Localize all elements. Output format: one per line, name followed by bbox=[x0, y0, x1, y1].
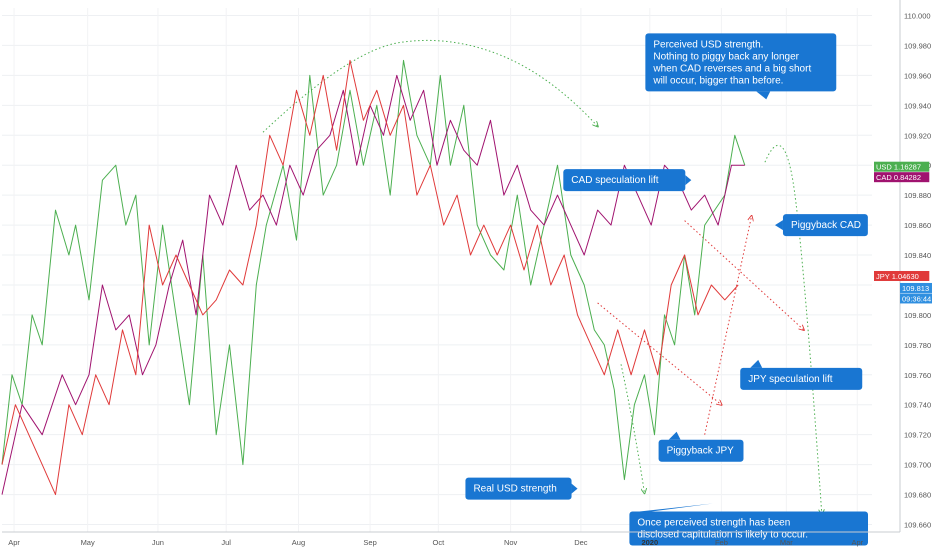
price-tag-box bbox=[874, 172, 930, 183]
trend-guide-2 bbox=[684, 220, 804, 330]
callout-pointer bbox=[756, 91, 771, 100]
callout-4: Piggyback JPY bbox=[658, 431, 744, 462]
y-tick-label: 109.800 bbox=[904, 311, 931, 320]
x-tick-label: Dec bbox=[574, 538, 588, 547]
y-tick-label: 109.860 bbox=[904, 221, 931, 230]
price-tag-3: 109.813 bbox=[900, 282, 932, 293]
callout-text: disclosed capitulation is likely to occu… bbox=[637, 530, 808, 541]
x-tick-label: May bbox=[81, 538, 95, 547]
trend-guide-1 bbox=[597, 302, 722, 405]
x-tick-label: Oct bbox=[433, 538, 446, 547]
trend-guides bbox=[262, 39, 822, 514]
callout-text: CAD speculation lift bbox=[571, 175, 658, 186]
x-tick-label: Jul bbox=[221, 538, 231, 547]
callout-pointer bbox=[774, 220, 783, 231]
x-tick-label: Nov bbox=[504, 538, 518, 547]
series-line-jpy bbox=[1, 59, 739, 496]
callout-1: CAD speculation lift bbox=[563, 169, 692, 192]
x-tick-label: Aug bbox=[292, 538, 305, 547]
y-tick-label: 109.840 bbox=[904, 251, 931, 260]
y-tick-label: 109.980 bbox=[904, 41, 931, 50]
series-lines bbox=[1, 59, 746, 496]
y-tick-label: 109.660 bbox=[904, 521, 931, 530]
callout-box bbox=[782, 214, 868, 237]
price-tag-box bbox=[874, 270, 930, 281]
callout-box bbox=[645, 33, 837, 92]
series-line-usd bbox=[1, 59, 746, 481]
price-tag-1: CAD 0.84282 bbox=[874, 172, 930, 183]
price-tag-text: USD 1.16287 bbox=[876, 163, 921, 172]
price-tag-text: 109.813 bbox=[902, 284, 929, 293]
price-tag-4: 09:36:44 bbox=[900, 293, 932, 304]
callout-text: Piggyback CAD bbox=[791, 220, 861, 231]
price-tag-text: JPY 1.04630 bbox=[876, 272, 919, 281]
callout-6: Once perceived strength has beendisclose… bbox=[629, 503, 868, 546]
callout-3: JPY speculation lift bbox=[740, 359, 863, 390]
callout-5: Real USD strength bbox=[465, 477, 578, 500]
trend-guide-3 bbox=[704, 216, 752, 435]
callout-text: Piggyback JPY bbox=[667, 446, 735, 457]
y-tick-label: 109.700 bbox=[904, 461, 931, 470]
y-tick-label: 109.960 bbox=[904, 71, 931, 80]
x-tick-label: Mar bbox=[780, 538, 793, 547]
price-tag-box bbox=[874, 161, 930, 172]
callout-text: will occur, bigger than before. bbox=[652, 75, 783, 86]
y-tick-label: 109.940 bbox=[904, 101, 931, 110]
callouts: Perceived USD strength.Nothing to piggy … bbox=[465, 33, 868, 546]
y-tick-label: 109.920 bbox=[904, 131, 931, 140]
callout-pointer bbox=[639, 503, 713, 512]
callout-text: Nothing to piggy back any longer bbox=[653, 51, 799, 62]
callout-text: JPY speculation lift bbox=[748, 374, 833, 385]
y-tick-label: 109.780 bbox=[904, 341, 931, 350]
y-tick-label: 109.880 bbox=[904, 191, 931, 200]
x-tick-label: Sep bbox=[363, 538, 376, 547]
x-tick-label: Apr bbox=[851, 538, 863, 547]
x-tick-label: Feb bbox=[715, 538, 728, 547]
trend-guide-0 bbox=[262, 39, 598, 133]
callout-pointer bbox=[685, 175, 692, 186]
series-line-cad bbox=[1, 74, 745, 495]
callout-text: Once perceived strength has been bbox=[637, 518, 790, 529]
price-tag-0: USD 1.16287 bbox=[874, 161, 930, 172]
callout-pointer bbox=[750, 359, 763, 368]
y-tick-label: 109.740 bbox=[904, 401, 931, 410]
callout-box bbox=[658, 439, 744, 462]
callout-pointer bbox=[668, 431, 681, 440]
callout-text: Perceived USD strength. bbox=[653, 39, 763, 50]
y-tick-label: 109.720 bbox=[904, 431, 931, 440]
y-tick-label: 109.680 bbox=[904, 491, 931, 500]
callout-box bbox=[563, 169, 686, 192]
x-tick-label: Jun bbox=[152, 538, 164, 547]
price-tag-text: 09:36:44 bbox=[902, 294, 931, 303]
price-tag-text: CAD 0.84282 bbox=[876, 173, 921, 182]
callout-text: Real USD strength bbox=[473, 484, 556, 495]
price-tag-2: JPY 1.04630 bbox=[874, 270, 930, 281]
y-tick-label: 109.760 bbox=[904, 371, 931, 380]
price-tag-box bbox=[900, 282, 932, 293]
callout-box bbox=[465, 477, 572, 500]
callout-box bbox=[740, 367, 863, 390]
callout-0: Perceived USD strength.Nothing to piggy … bbox=[645, 33, 837, 100]
trend-guide-4 bbox=[764, 144, 822, 514]
callout-box bbox=[629, 511, 868, 546]
callout-pointer bbox=[571, 483, 578, 494]
callout-text: when CAD reverses and a big short bbox=[652, 63, 811, 74]
callout-2: Piggyback CAD bbox=[774, 214, 868, 237]
x-tick-label: 2020 bbox=[641, 538, 658, 547]
trend-guide-5 bbox=[620, 364, 644, 493]
y-tick-label: 110.000 bbox=[904, 11, 931, 20]
price-tag-box bbox=[900, 293, 932, 304]
x-tick-label: Apr bbox=[8, 538, 20, 547]
